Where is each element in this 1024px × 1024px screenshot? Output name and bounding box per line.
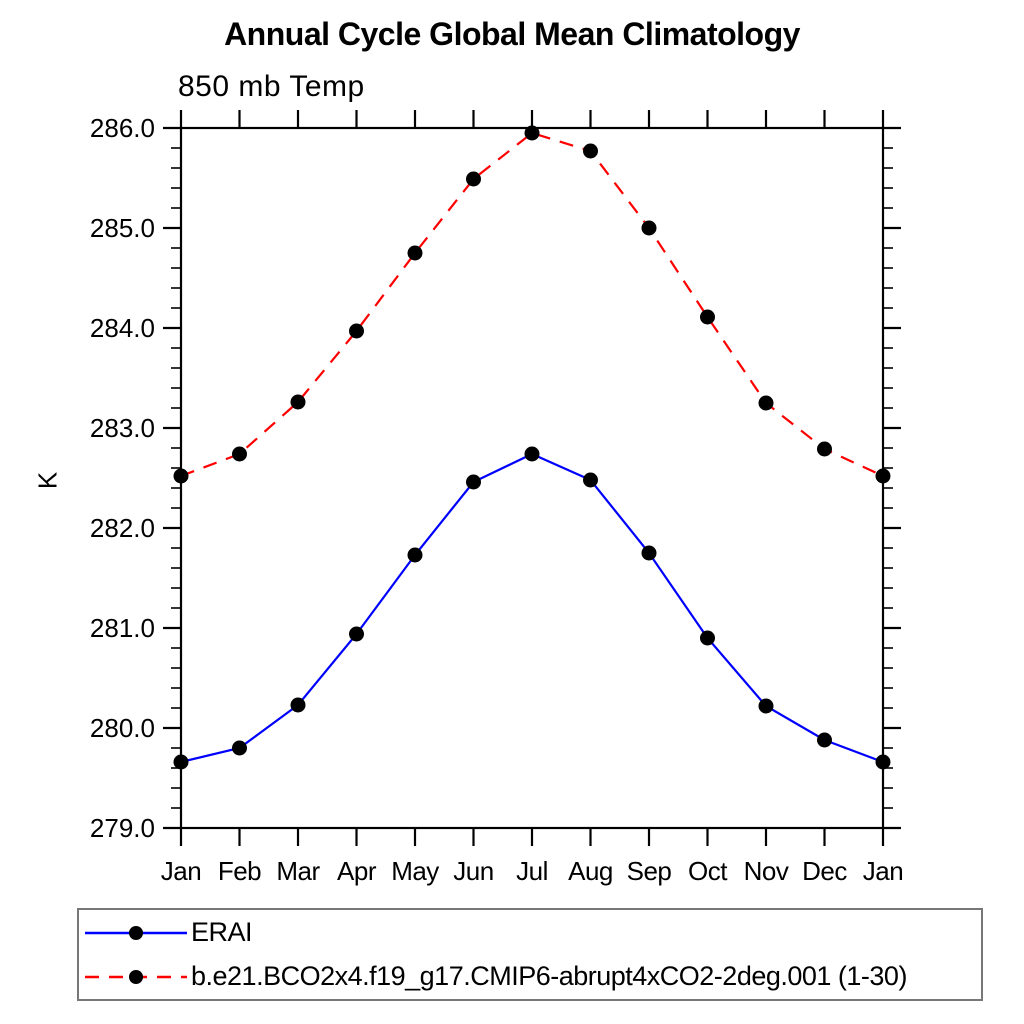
series-1-marker xyxy=(700,309,715,325)
series-0-marker xyxy=(290,697,306,713)
x-tick-label: Jan xyxy=(863,856,903,886)
y-tick-label: 284.0 xyxy=(90,313,155,343)
x-tick-label: Oct xyxy=(688,856,728,886)
series-1-marker xyxy=(583,143,598,159)
x-tick-label: Feb xyxy=(218,856,261,886)
series-0-marker xyxy=(758,698,774,714)
x-tick-label: Jan xyxy=(161,856,201,886)
x-tick-label: Apr xyxy=(337,856,377,886)
series-0-marker xyxy=(466,474,481,490)
y-tick-label: 279.0 xyxy=(90,813,155,843)
x-tick-label: Jun xyxy=(453,856,493,886)
erai-sample-marker-icon xyxy=(129,925,143,940)
model-sample-marker-icon xyxy=(129,969,143,984)
series-0-marker xyxy=(524,446,540,462)
series-1-marker xyxy=(349,323,364,339)
legend-label-erai: ERAI xyxy=(191,917,253,947)
series-0-marker xyxy=(583,472,598,488)
x-tick-label: Mar xyxy=(276,856,320,886)
legend-entry-model: b.e21.BCO2x4.f19_g17.CMIP6-abrupt4xCO2-2… xyxy=(79,955,981,999)
chart-title: Annual Cycle Global Mean Climatology xyxy=(224,16,800,52)
series-0-marker xyxy=(700,630,715,646)
series-1-marker xyxy=(524,125,540,141)
series-0-marker xyxy=(641,545,657,561)
series-1-marker xyxy=(817,441,832,457)
series-1-marker xyxy=(875,468,891,484)
series-1-marker xyxy=(290,394,306,410)
y-tick-label: 280.0 xyxy=(90,713,155,743)
y-tick-label: 282.0 xyxy=(90,513,155,543)
x-tick-label: Jul xyxy=(516,856,548,886)
x-tick-label: Aug xyxy=(568,856,613,886)
series-0-marker xyxy=(817,732,832,748)
plot-frame xyxy=(179,126,885,830)
model-line-sample xyxy=(85,969,187,984)
plot-canvas: Jan Feb Mar Apr May Jun Jul Aug Sep Oct Nov Dec Jan2… xyxy=(90,110,904,886)
series-0-marker xyxy=(349,626,364,642)
series-1-marker xyxy=(232,446,247,462)
series-1-marker xyxy=(173,468,189,484)
y-tick-label: 281.0 xyxy=(90,613,155,643)
series-1-line xyxy=(180,131,884,478)
legend-label-model: b.e21.BCO2x4.f19_g17.CMIP6-abrupt4xCO2-2… xyxy=(191,961,907,991)
y-tick-label: 286.0 xyxy=(90,113,155,143)
legend-entry-erai: ERAI xyxy=(79,911,981,955)
y-tick-label: 285.0 xyxy=(90,213,155,243)
series-0-marker xyxy=(407,547,423,563)
series-0-line xyxy=(180,452,884,764)
x-tick-label: Sep xyxy=(627,856,672,886)
x-tick-label: May xyxy=(391,856,439,886)
y-tick-label: 283.0 xyxy=(90,413,155,443)
series-0-marker xyxy=(875,754,891,770)
x-tick-label: Nov xyxy=(744,856,789,886)
chart-subtitle: 850 mb Temp xyxy=(178,70,365,103)
erai-line-sample xyxy=(85,925,187,940)
series-0-marker xyxy=(232,740,247,756)
series-1-marker xyxy=(758,395,774,411)
series-0-marker xyxy=(173,754,189,770)
series-1-marker xyxy=(641,220,657,236)
x-tick-label: Dec xyxy=(802,856,847,886)
series-1-marker xyxy=(407,245,423,261)
legend-box: ERAI b.e21.BCO2x4.f19_g17.CMIP6-abrupt4x… xyxy=(77,908,983,1001)
series-1-marker xyxy=(466,171,481,187)
